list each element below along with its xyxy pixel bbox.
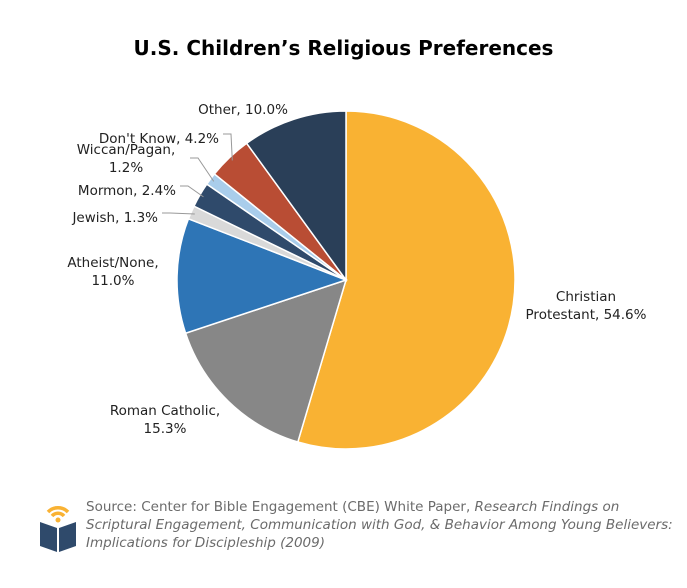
leader-line xyxy=(162,212,195,215)
leader-line xyxy=(180,185,204,198)
data-label: Don't Know, 4.2% xyxy=(99,131,219,147)
source-prefix: Source: Center for Bible Engagement (CBE… xyxy=(86,499,475,515)
pie-slice-other xyxy=(245,110,347,283)
data-label: Other, 10.0% xyxy=(198,102,288,118)
source-title: Research Findings on Scriptural Engageme… xyxy=(86,499,673,551)
data-label: Mormon, 2.4% xyxy=(78,183,176,199)
leader-line xyxy=(190,157,215,182)
data-label: Jewish, 1.3% xyxy=(71,210,158,226)
logo-icon xyxy=(40,506,76,552)
source-note: Source: Center for Bible Engagement (CBE… xyxy=(86,498,676,552)
pie-slice-christian-protestant xyxy=(296,110,516,450)
chart-title: U.S. Children’s Religious Preferences xyxy=(133,36,554,60)
pie-slice-atheist-none xyxy=(176,217,349,335)
data-label: Wiccan/Pagan, 1.2% xyxy=(77,142,176,176)
leader-line xyxy=(223,133,233,161)
data-label: Christian Protestant, 54.6% xyxy=(526,289,647,323)
data-label: Roman Catholic, 15.3% xyxy=(110,403,220,437)
data-label: Atheist/None, 11.0% xyxy=(67,255,158,289)
